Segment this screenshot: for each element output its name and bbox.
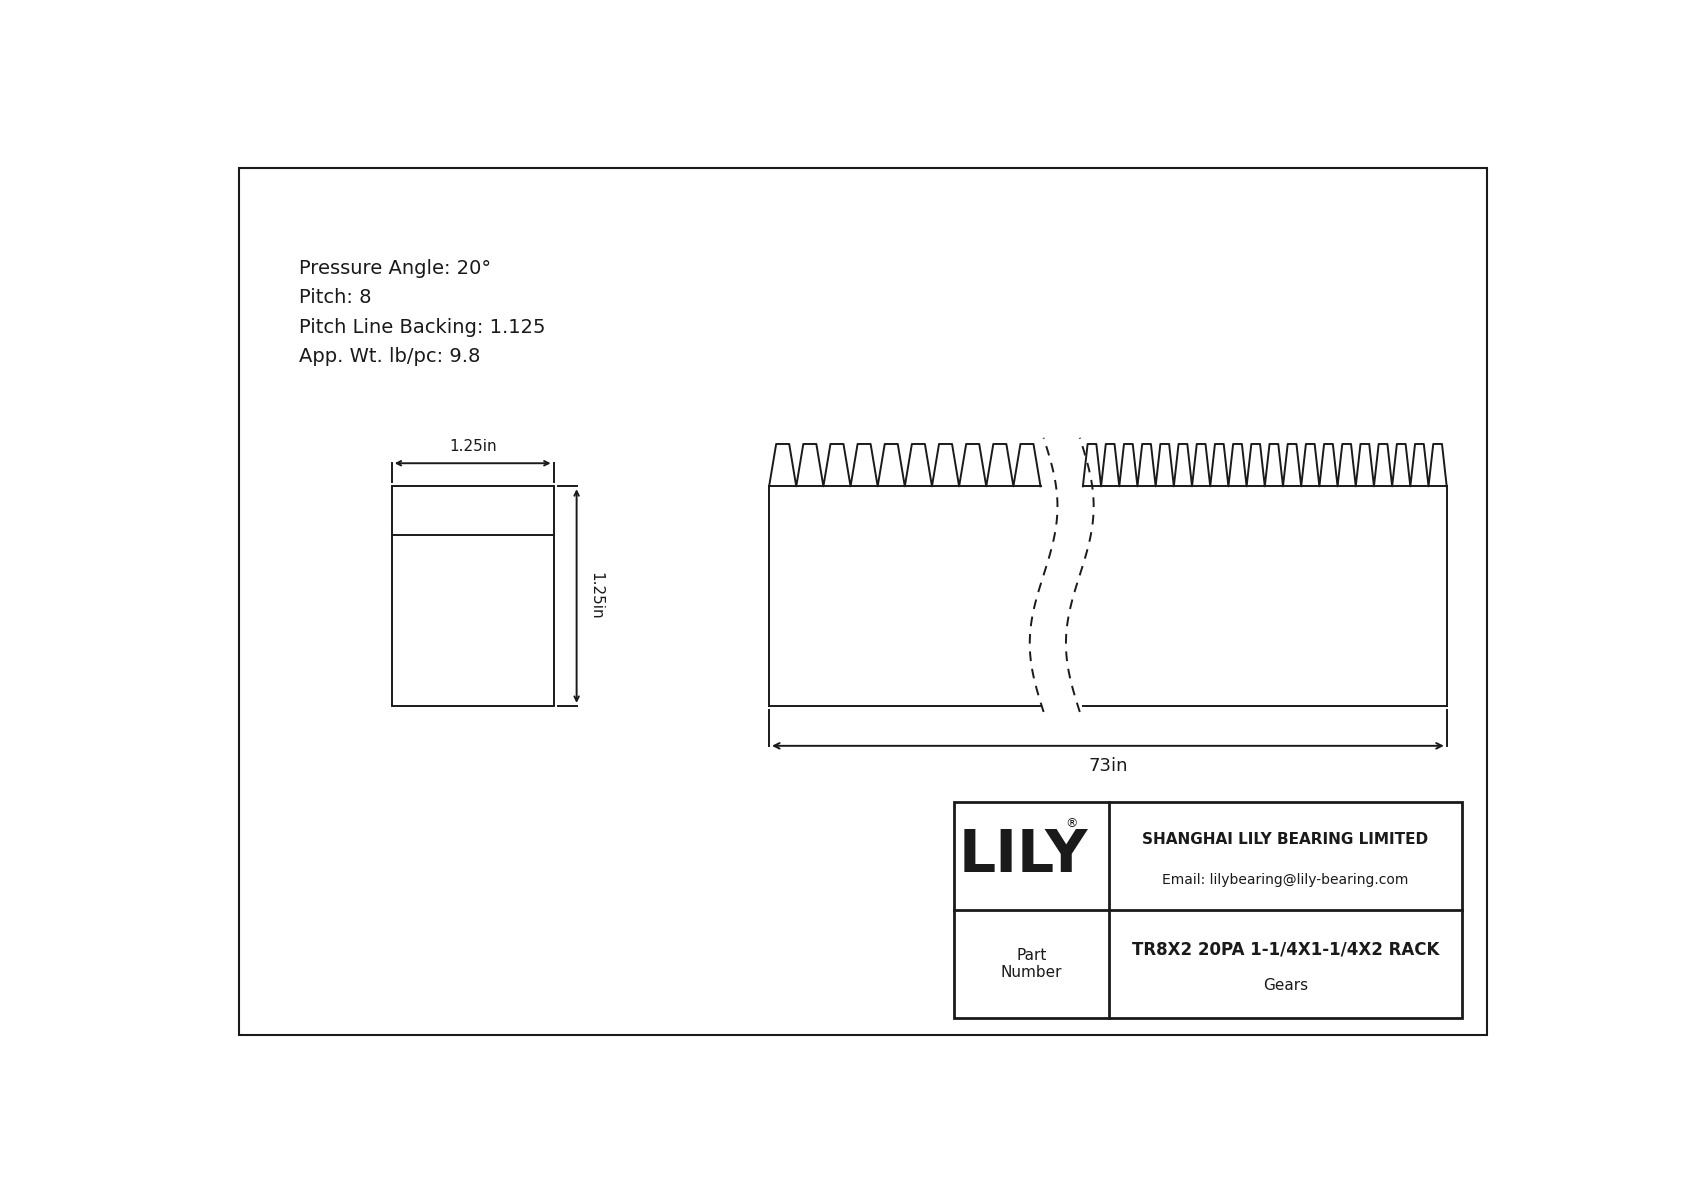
Text: LILY: LILY bbox=[958, 828, 1088, 885]
Bar bbox=[392, 486, 554, 706]
Text: Part
Number: Part Number bbox=[1000, 948, 1063, 980]
Text: 1.25in: 1.25in bbox=[450, 439, 497, 454]
Text: Gears: Gears bbox=[1263, 978, 1308, 993]
Text: App. Wt. lb/pc: 9.8: App. Wt. lb/pc: 9.8 bbox=[300, 347, 482, 366]
Text: Pitch: 8: Pitch: 8 bbox=[300, 288, 372, 307]
Text: SHANGHAI LILY BEARING LIMITED: SHANGHAI LILY BEARING LIMITED bbox=[1142, 833, 1428, 847]
Text: Pitch Line Backing: 1.125: Pitch Line Backing: 1.125 bbox=[300, 318, 546, 337]
Text: 1.25in: 1.25in bbox=[588, 572, 603, 619]
Text: 73in: 73in bbox=[1088, 757, 1128, 775]
Text: ®: ® bbox=[1066, 817, 1078, 830]
Text: TR8X2 20PA 1-1/4X1-1/4X2 RACK: TR8X2 20PA 1-1/4X1-1/4X2 RACK bbox=[1132, 941, 1440, 959]
Text: Pressure Angle: 20°: Pressure Angle: 20° bbox=[300, 260, 492, 279]
Bar bbox=[953, 802, 1462, 1017]
Text: Email: lilybearing@lily-bearing.com: Email: lilybearing@lily-bearing.com bbox=[1162, 873, 1410, 886]
